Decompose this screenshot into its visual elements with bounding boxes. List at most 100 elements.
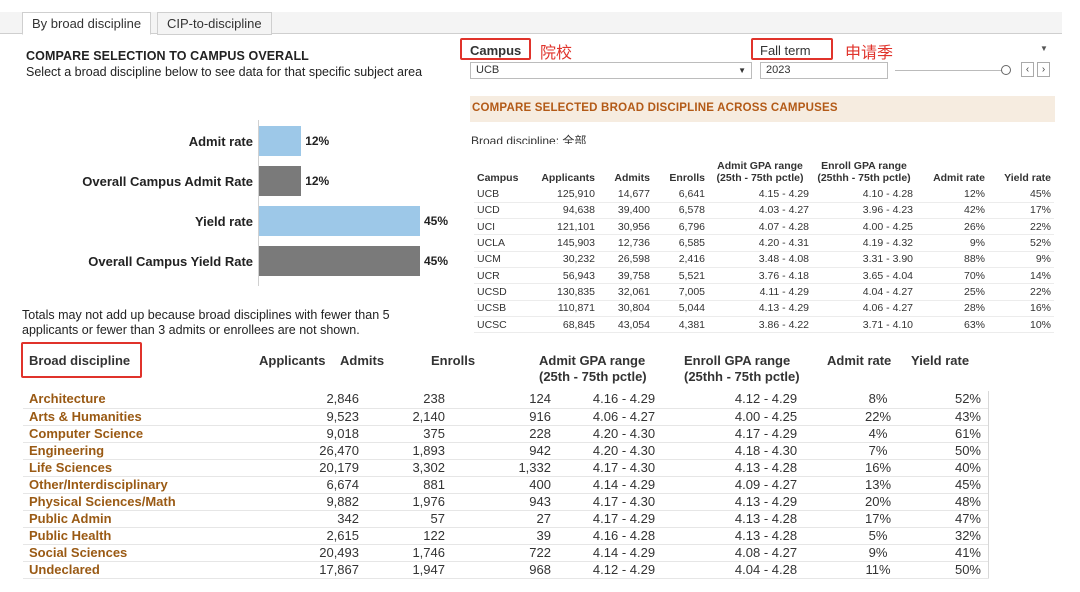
section-title: COMPARE SELECTION TO CAMPUS OVERALL	[26, 49, 309, 63]
campus-table-row[interactable]: UCI 121,101 30,956 6,796 4.07 - 4.28 4.00 - 4…	[474, 218, 1054, 236]
discipline-value-cell: 4.18 - 4.30	[695, 442, 837, 460]
campus-value-cell: 14,677	[598, 186, 653, 203]
rate-comparison-chart: Admit rate 12% Overall Campus Admit Rate 12…	[0, 120, 460, 286]
discipline-value-cell: 4.16 - 4.29	[553, 391, 695, 409]
discipline-name-cell[interactable]: Public Admin	[23, 510, 253, 528]
discipline-row[interactable]: Architecture 2,846 238 124 4.16 - 4.29 4.12 -…	[23, 391, 989, 409]
discipline-value-cell: 4.17 - 4.29	[553, 510, 695, 528]
discipline-row[interactable]: Life Sciences 20,179 3,302 1,332 4.17 - 4.30…	[23, 459, 989, 477]
discipline-value-cell: 4.13 - 4.29	[695, 493, 837, 511]
discipline-name-cell[interactable]: Undeclared	[23, 561, 253, 579]
table-scroll-edge	[988, 391, 989, 578]
compare-section-title: COMPARE SELECTED BROAD DISCIPLINE ACROSS…	[472, 102, 838, 114]
discipline-row[interactable]: Computer Science 9,018 375 228 4.20 - 4.30 4.…	[23, 425, 989, 443]
discipline-name-cell[interactable]: Life Sciences	[23, 459, 253, 477]
campus-table-row[interactable]: UCLA 145,903 12,736 6,585 4.20 - 4.31 4.19 - …	[474, 234, 1054, 252]
campus-table-row[interactable]: UCSD 130,835 32,061 7,005 4.11 - 4.29 4.04 - …	[474, 283, 1054, 301]
discipline-row[interactable]: Social Sciences 20,493 1,746 722 4.14 - 4.29…	[23, 544, 989, 562]
discipline-row[interactable]: Undeclared 17,867 1,947 968 4.12 - 4.29 4.04 …	[23, 561, 989, 579]
discipline-value-cell: 4.13 - 4.28	[695, 459, 837, 477]
discipline-value-cell: 968	[445, 561, 553, 579]
campus-table-row[interactable]: UCR 56,943 39,758 5,521 3.76 - 4.18 3.65 - 4.…	[474, 267, 1054, 285]
discipline-name-cell[interactable]: Physical Sciences/Math	[23, 493, 253, 511]
campus-value-cell: 4.10 - 4.28	[812, 186, 916, 203]
discipline-name-cell[interactable]: Public Health	[23, 527, 253, 545]
bar-overall-campus-admit-rate[interactable]	[258, 166, 302, 196]
discipline-value-cell: 881	[359, 476, 445, 494]
discipline-value-cell: 1,976	[359, 493, 445, 511]
discipline-name-cell[interactable]: Other/Interdisciplinary	[23, 476, 253, 494]
campus-table-row[interactable]: UCB 125,910 14,677 6,641 4.15 - 4.29 4.10 - 4…	[474, 186, 1054, 203]
discipline-table: Architecture 2,846 238 124 4.16 - 4.29 4.12 -…	[23, 391, 989, 579]
discipline-value-cell: 52%	[919, 391, 989, 409]
tab-cip-to-discipline[interactable]: CIP-to-discipline	[157, 12, 272, 35]
campus-table-row[interactable]: UCD 94,638 39,400 6,578 4.03 - 4.27 3.96 - 4.…	[474, 202, 1054, 220]
campus-table-row[interactable]: UCSC 68,845 43,054 4,381 3.86 - 4.22 3.71 - 4…	[474, 316, 1054, 334]
discipline-row[interactable]: Arts & Humanities 9,523 2,140 916 4.06 - 4.2…	[23, 408, 989, 426]
campus-value-cell: 4.04 - 4.27	[812, 283, 916, 301]
discipline-row[interactable]: Other/Interdisciplinary 6,674 881 400 4.14 -…	[23, 476, 989, 494]
discipline-value-cell: 4.17 - 4.29	[695, 425, 837, 443]
term-slider-track[interactable]	[895, 70, 1005, 71]
col-enroll-gpa-main-l1: Enroll GPA range	[684, 353, 791, 368]
discipline-value-cell: 17%	[837, 510, 919, 528]
campus-value-cell: 28%	[916, 300, 988, 317]
discipline-row[interactable]: Physical Sciences/Math 9,882 1,976 943 4.17 …	[23, 493, 989, 511]
col-admit-gpa-main-l2: (25th - 75th pctle)	[539, 369, 647, 384]
campus-value-cell: 5,044	[653, 300, 708, 317]
term-slider-handle[interactable]	[1001, 65, 1011, 75]
discipline-value-cell: 20,493	[253, 544, 359, 562]
discipline-value-cell: 4.04 - 4.28	[695, 561, 837, 579]
campus-value-cell: 4.20 - 4.31	[708, 234, 812, 252]
bar-admit-rate[interactable]	[258, 126, 302, 156]
col-admit-rate: Admit rate	[933, 172, 985, 184]
discipline-value-cell: 16%	[837, 459, 919, 477]
campus-table-header: Campus Applicants Admits Enrolls Admit G…	[474, 160, 1054, 186]
footnote-line-1: Totals may not add up because broad disc…	[22, 308, 390, 322]
campus-value-cell: 39,758	[598, 267, 653, 285]
discipline-value-cell: 9,882	[253, 493, 359, 511]
prev-arrow-icon[interactable]: ‹	[1021, 62, 1034, 77]
discipline-value-cell: 17,867	[253, 561, 359, 579]
discipline-name-cell[interactable]: Computer Science	[23, 425, 253, 443]
discipline-value-cell: 13%	[837, 476, 919, 494]
tab-by-broad-discipline[interactable]: By broad discipline	[22, 12, 152, 35]
campus-value-cell: 25%	[916, 283, 988, 301]
campus-value-cell: 6,796	[653, 218, 708, 236]
campus-name-cell: UCSC	[474, 316, 529, 334]
campus-value-cell: 42%	[916, 202, 988, 220]
campus-value-cell: 32,061	[598, 283, 653, 301]
discipline-name-cell[interactable]: Social Sciences	[23, 544, 253, 562]
col-admit-gpa-l2: (25th - 75th pctle)	[716, 172, 804, 184]
discipline-name-cell[interactable]: Engineering	[23, 442, 253, 460]
campus-table-row[interactable]: UCSB 110,871 30,804 5,044 4.13 - 4.29 4.06 - …	[474, 300, 1054, 317]
bar-overall-campus-yield-rate[interactable]	[258, 246, 420, 276]
campus-value-cell: 6,641	[653, 186, 708, 203]
discipline-name-cell[interactable]: Arts & Humanities	[23, 408, 253, 426]
discipline-row[interactable]: Engineering 26,470 1,893 942 4.20 - 4.30 4.18…	[23, 442, 989, 460]
next-arrow-icon[interactable]: ›	[1037, 62, 1050, 77]
discipline-value-cell: 26,470	[253, 442, 359, 460]
discipline-value-cell: 400	[445, 476, 553, 494]
term-input[interactable]: 2023	[760, 62, 888, 79]
discipline-row[interactable]: Public Health 2,615 122 39 4.16 - 4.28 4.13 -…	[23, 527, 989, 545]
campus-annotation: 院校	[540, 45, 573, 62]
campus-table-row[interactable]: UCM 30,232 26,598 2,416 3.48 - 4.08 3.31 - 3.…	[474, 251, 1054, 268]
col-broad-discipline: Broad discipline	[29, 353, 131, 368]
discipline-name-cell[interactable]: Architecture	[23, 391, 253, 409]
bar-category-label: Admit rate	[188, 134, 253, 149]
campus-value-cell: 4,381	[653, 316, 708, 334]
discipline-row[interactable]: Public Admin 342 57 27 4.17 - 4.29 4.13 - 4.2…	[23, 510, 989, 528]
campus-value-cell: 4.15 - 4.29	[708, 186, 812, 203]
bar-yield-rate[interactable]	[258, 206, 420, 236]
compare-section-header	[470, 96, 1055, 122]
discipline-value-cell: 22%	[837, 408, 919, 426]
campus-value-cell: 4.07 - 4.28	[708, 218, 812, 236]
discipline-value-cell: 4.20 - 4.30	[553, 442, 695, 460]
col-applicants: Applicants	[541, 172, 595, 184]
campus-value-cell: 88%	[916, 251, 988, 268]
menu-chevron-icon[interactable]: ▼	[1040, 44, 1048, 53]
campus-select[interactable]: UCB ▼	[470, 62, 752, 79]
campus-value-cell: 3.96 - 4.23	[812, 202, 916, 220]
discipline-value-cell: 57	[359, 510, 445, 528]
